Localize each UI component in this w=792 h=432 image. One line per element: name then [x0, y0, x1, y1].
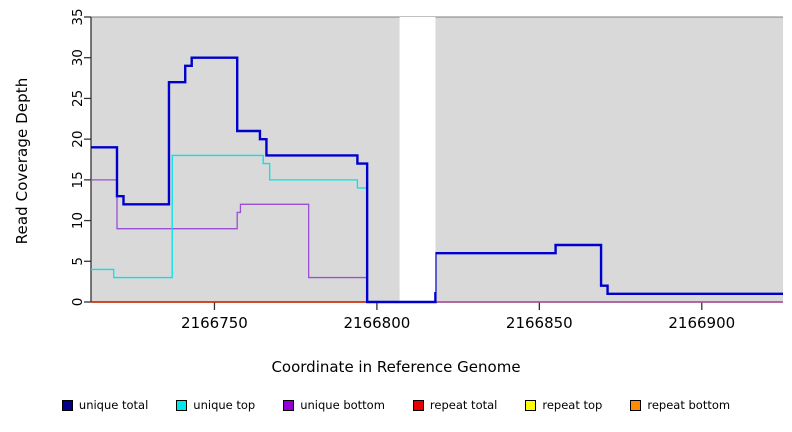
legend-label: repeat total: [429, 398, 498, 412]
legend-item[interactable]: repeat total: [412, 398, 498, 412]
legend-item[interactable]: unique top: [176, 398, 255, 412]
y-axis-tick-label: 30: [70, 49, 86, 66]
legend-item[interactable]: repeat bottom: [630, 398, 730, 412]
y-axis-tick-label: 25: [70, 90, 86, 107]
legend-swatch-icon: [630, 399, 642, 411]
legend-label: unique top: [193, 398, 256, 412]
plot-background-right: [435, 17, 783, 302]
legend-label: repeat top: [542, 398, 603, 412]
chart-legend: unique total unique top unique bottom repea…: [0, 398, 792, 412]
y-axis-tick-label: 5: [70, 257, 86, 266]
y-axis-tick-label: 15: [70, 171, 86, 188]
coverage-gap-region: [399, 17, 436, 292]
legend-item[interactable]: unique bottom: [283, 398, 385, 412]
legend-label: unique bottom: [300, 398, 385, 412]
y-axis-tick-label: 10: [70, 212, 86, 229]
x-axis-title: Coordinate in Reference Genome: [271, 358, 521, 376]
y-axis-tick-label: 35: [70, 8, 86, 25]
legend-item[interactable]: repeat top: [525, 398, 602, 412]
legend-swatch-icon: [412, 399, 424, 411]
legend-item[interactable]: unique total: [61, 398, 149, 412]
legend-label: repeat bottom: [647, 398, 731, 412]
legend-swatch-icon: [283, 399, 295, 411]
legend-swatch-icon: [176, 399, 188, 411]
x-axis-tick-label: 2166800: [343, 314, 410, 332]
legend-swatch-icon: [525, 399, 537, 411]
x-axis-tick-label: 2166900: [668, 314, 735, 332]
legend-label: unique total: [78, 398, 149, 412]
coverage-plot: 0 5 10 15 20 25 30 35 2166750 2166800 2166850 21669…: [70, 8, 783, 332]
plot-background-left: [91, 17, 400, 302]
x-axis-tick-label: 2166750: [181, 314, 248, 332]
legend-swatch-icon: [61, 399, 73, 411]
x-axis-tick-label: 2166850: [506, 314, 573, 332]
y-axis-tick-label: 0: [70, 298, 86, 307]
series-line-unique-total: [91, 56, 783, 304]
y-axis-tick-label: 20: [70, 131, 86, 148]
